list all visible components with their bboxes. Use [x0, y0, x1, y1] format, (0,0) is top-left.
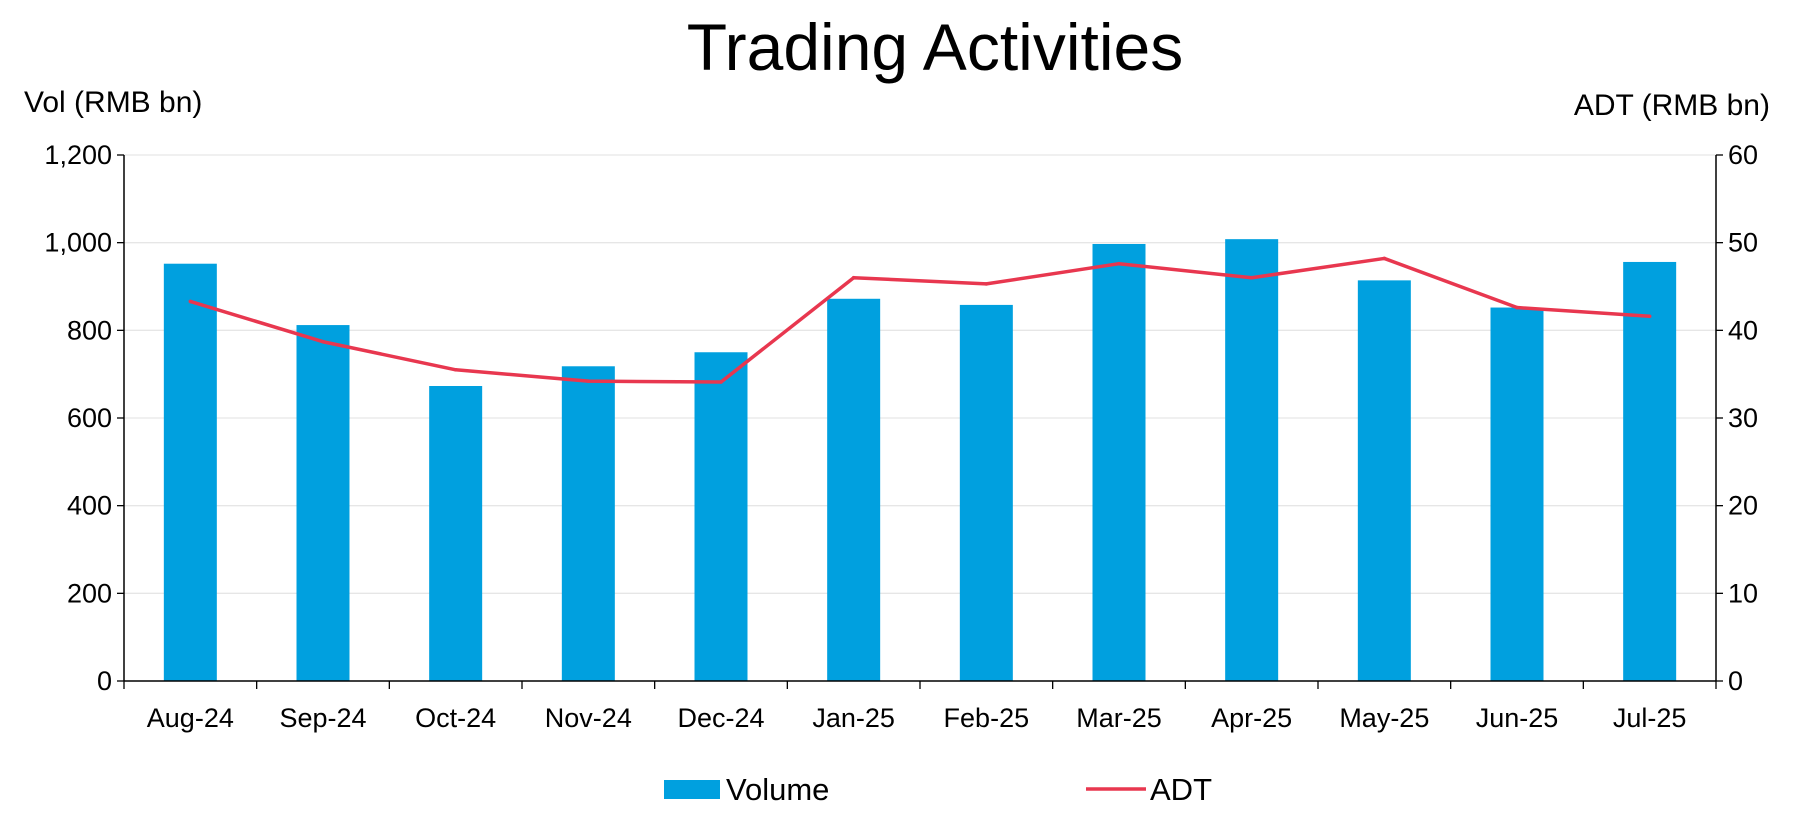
volume-bar: [163, 263, 217, 681]
x-tick-label: Apr-25: [1211, 703, 1292, 733]
y-tick-label-left: 0: [97, 666, 112, 696]
adt-point: [453, 367, 458, 372]
x-tick-label: Nov-24: [545, 703, 632, 733]
y-tick-label-right: 30: [1728, 403, 1758, 433]
volume-bar: [429, 386, 483, 681]
x-tick-label: Oct-24: [415, 703, 496, 733]
adt-line: [189, 256, 1650, 384]
adt-point: [188, 299, 193, 304]
x-tick-label: Jun-25: [1476, 703, 1559, 733]
adt-line-series: [188, 256, 1652, 384]
adt-point: [984, 282, 989, 286]
x-tick-label: Dec-24: [677, 703, 764, 733]
volume-bar: [827, 298, 881, 681]
volume-bar: [1357, 280, 1411, 681]
y-tick-label-right: 20: [1728, 491, 1758, 521]
volume-bar: [296, 325, 350, 681]
y-tick-label-left: 1,000: [44, 228, 112, 258]
adt-point: [851, 275, 856, 280]
axes: 0 0 200 10 400 20 600 30 800 40 1,000 50 1,200 60 Aug-…: [44, 140, 1758, 733]
adt-point: [1515, 305, 1519, 310]
legend: Volume ADT: [664, 772, 1212, 807]
volume-bar: [1623, 261, 1677, 681]
x-tick-label: Feb-25: [944, 703, 1030, 733]
x-tick-label: Jan-25: [812, 703, 895, 733]
gridlines: [124, 154, 1716, 594]
volume-bar: [1225, 239, 1279, 681]
legend-swatch-volume: [664, 780, 720, 799]
y-tick-label-left: 600: [67, 403, 112, 433]
y-axis-title-left: Vol (RMB bn): [24, 86, 202, 119]
y-tick-label-left: 400: [67, 491, 112, 521]
adt-point: [1647, 314, 1652, 319]
y-tick-label-right: 10: [1728, 578, 1758, 608]
y-tick-label-left: 800: [67, 315, 112, 345]
volume-bar: [1490, 307, 1544, 681]
y-tick-label-left: 200: [67, 578, 112, 608]
x-tick-label: Aug-24: [147, 703, 234, 733]
adt-point: [1249, 275, 1254, 280]
x-tick-label: Jul-25: [1613, 703, 1687, 733]
volume-bar: [959, 304, 1013, 681]
y-axis-title-right: ADT (RMB bn): [1574, 89, 1770, 122]
adt-point: [321, 339, 325, 344]
y-tick-label-right: 60: [1728, 140, 1758, 170]
y-tick-label-left: 1,200: [44, 140, 112, 170]
volume-bar: [561, 366, 615, 681]
adt-point: [1117, 261, 1121, 266]
legend-label-volume: Volume: [726, 772, 829, 807]
y-tick-label-right: 50: [1728, 228, 1758, 258]
volume-bar: [1092, 243, 1146, 681]
adt-point: [586, 379, 591, 383]
y-tick-label-right: 0: [1728, 666, 1743, 696]
adt-point: [1382, 256, 1387, 261]
volume-bars: [163, 239, 1677, 681]
chart-title: Trading Activities: [687, 10, 1183, 84]
x-tick-label: May-25: [1339, 703, 1429, 733]
adt-point: [719, 380, 723, 384]
x-tick-label: Mar-25: [1076, 703, 1162, 733]
y-tick-label-right: 40: [1728, 315, 1758, 345]
legend-label-adt: ADT: [1150, 772, 1212, 807]
volume-bar: [694, 352, 748, 681]
x-tick-label: Sep-24: [279, 703, 366, 733]
